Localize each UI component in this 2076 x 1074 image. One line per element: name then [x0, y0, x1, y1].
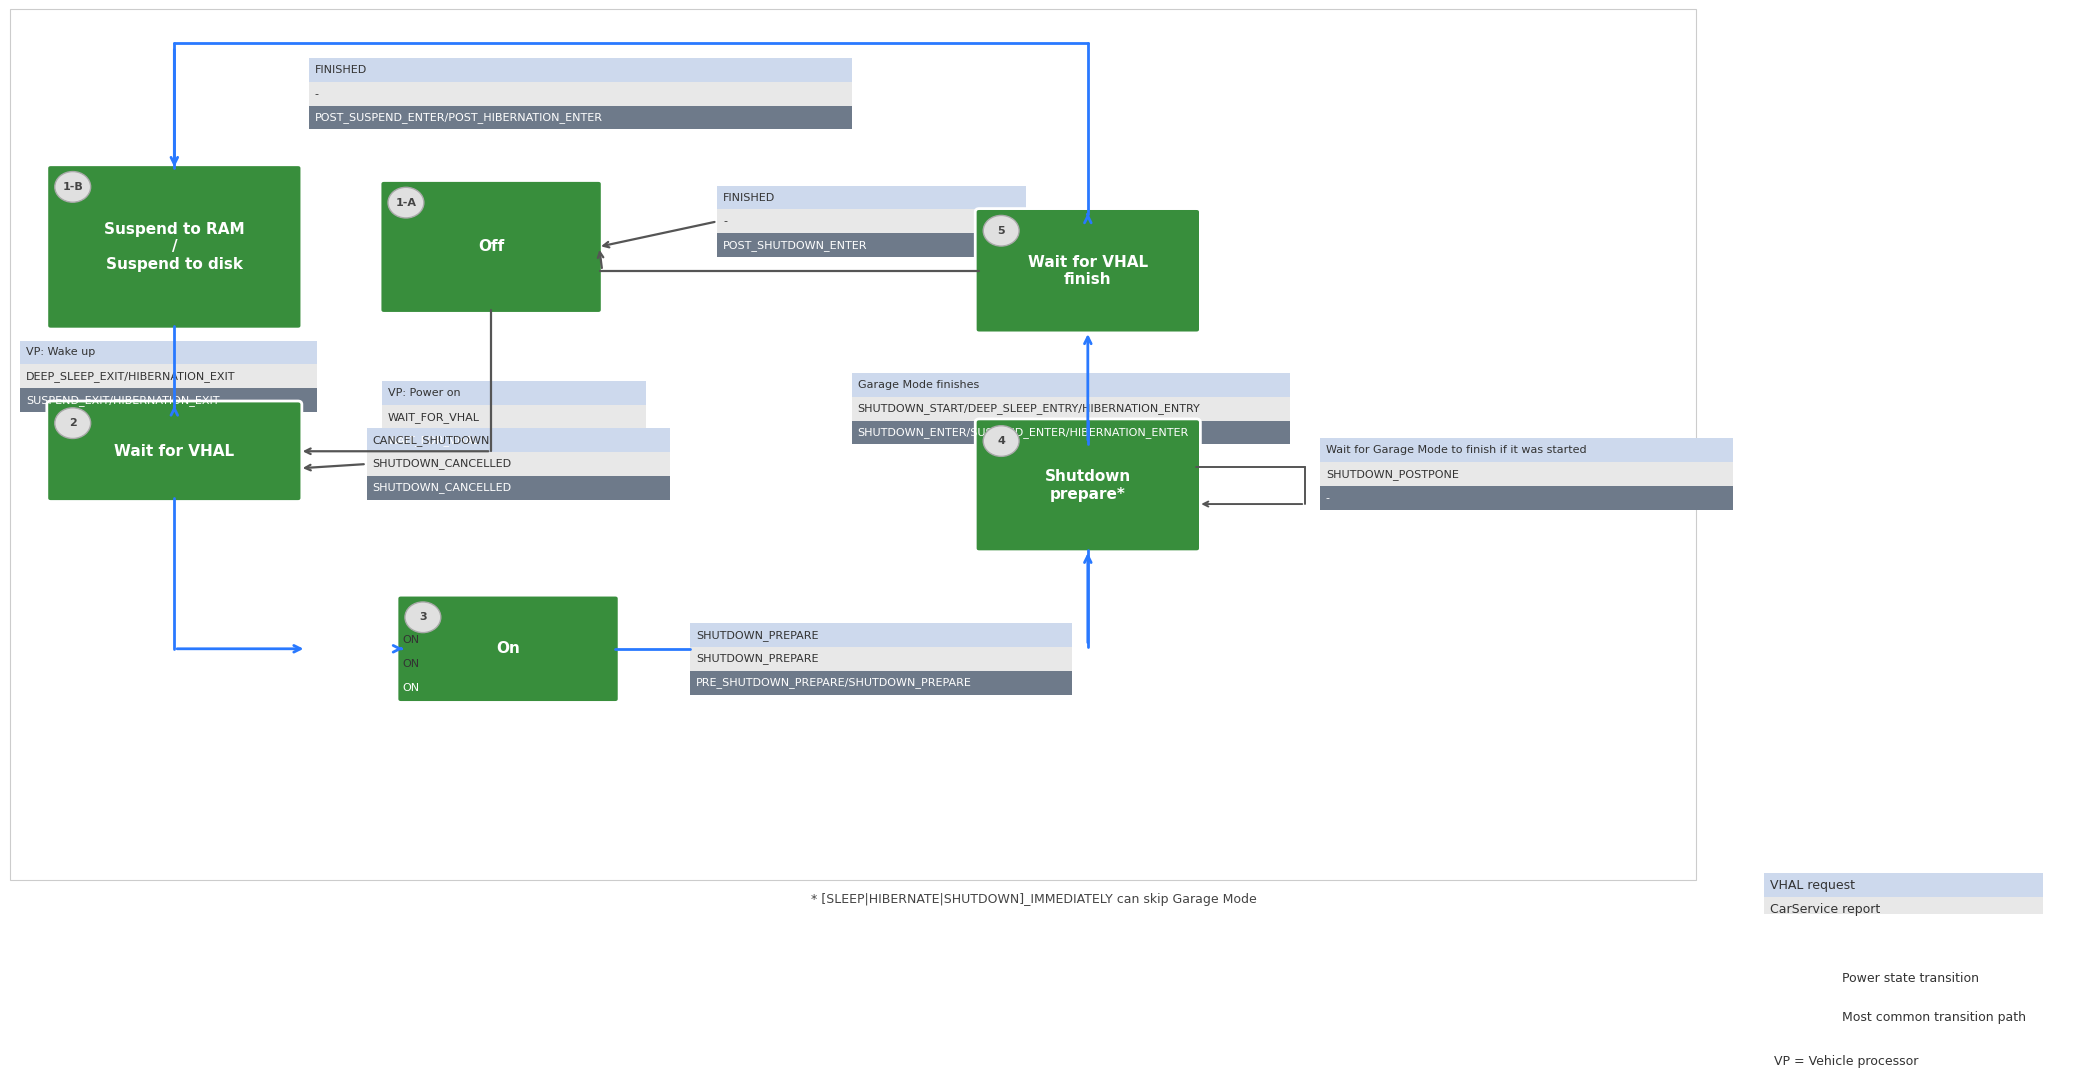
Text: VP: Wake up: VP: Wake up [25, 348, 95, 358]
FancyBboxPatch shape [21, 389, 318, 412]
Text: -: - [722, 216, 727, 227]
Circle shape [984, 216, 1019, 246]
Text: 1-A: 1-A [394, 198, 417, 207]
FancyBboxPatch shape [1320, 462, 1733, 487]
Text: Wait for VHAL
finish: Wait for VHAL finish [1028, 255, 1148, 287]
Circle shape [405, 601, 440, 633]
Text: VHAL request: VHAL request [1771, 879, 1856, 891]
FancyBboxPatch shape [397, 676, 486, 700]
FancyBboxPatch shape [1765, 921, 2043, 945]
FancyBboxPatch shape [1765, 897, 2043, 921]
Text: CarService report: CarService report [1771, 902, 1881, 915]
FancyBboxPatch shape [21, 364, 318, 389]
FancyBboxPatch shape [48, 164, 301, 329]
FancyBboxPatch shape [309, 105, 851, 130]
Text: FINISHED: FINISHED [722, 192, 776, 203]
Text: Notification to apps: Notification to apps [1771, 927, 1893, 940]
Text: DEEP_SLEEP_EXIT/HIBERNATION_EXIT: DEEP_SLEEP_EXIT/HIBERNATION_EXIT [25, 371, 235, 381]
Text: -: - [1327, 493, 1331, 503]
Text: SHUTDOWN_POSTPONE: SHUTDOWN_POSTPONE [1327, 468, 1459, 480]
FancyBboxPatch shape [851, 396, 1289, 421]
FancyBboxPatch shape [21, 340, 318, 364]
Text: POST_SUSPEND_ENTER/POST_HIBERNATION_ENTER: POST_SUSPEND_ENTER/POST_HIBERNATION_ENTE… [316, 112, 602, 122]
FancyBboxPatch shape [382, 430, 646, 453]
Text: SUSPEND_EXIT/HIBERNATION_EXIT: SUSPEND_EXIT/HIBERNATION_EXIT [25, 395, 220, 406]
Text: Power state transition: Power state transition [1841, 972, 1978, 985]
FancyBboxPatch shape [380, 180, 602, 314]
FancyBboxPatch shape [716, 209, 1026, 233]
FancyBboxPatch shape [397, 628, 486, 652]
Text: Shutdown
prepare*: Shutdown prepare* [1044, 469, 1131, 502]
Text: CANCEL_SHUTDOWN: CANCEL_SHUTDOWN [372, 435, 490, 446]
Text: ON: ON [403, 659, 419, 669]
Text: -: - [316, 89, 320, 99]
Text: WAIT_FOR_VHAL: WAIT_FOR_VHAL [388, 411, 480, 423]
FancyBboxPatch shape [851, 421, 1289, 445]
Text: WAIT_FOR_VHAL: WAIT_FOR_VHAL [388, 436, 480, 447]
FancyBboxPatch shape [691, 671, 1071, 695]
FancyBboxPatch shape [976, 208, 1200, 333]
FancyBboxPatch shape [691, 648, 1071, 671]
Text: Wait for Garage Mode to finish if it was started: Wait for Garage Mode to finish if it was… [1327, 446, 1586, 455]
Text: ON: ON [403, 636, 419, 645]
Circle shape [54, 408, 91, 438]
Text: SHUTDOWN_PREPARE: SHUTDOWN_PREPARE [695, 629, 818, 640]
Text: FINISHED: FINISHED [316, 64, 367, 75]
Circle shape [984, 425, 1019, 456]
FancyBboxPatch shape [1765, 873, 2043, 897]
Text: SHUTDOWN_PREPARE: SHUTDOWN_PREPARE [695, 654, 818, 665]
Text: On: On [496, 641, 519, 656]
Text: * [SLEEP|HIBERNATE|SHUTDOWN]_IMMEDIATELY can skip Garage Mode: * [SLEEP|HIBERNATE|SHUTDOWN]_IMMEDIATELY… [812, 892, 1256, 905]
Text: Off: Off [477, 240, 504, 255]
Text: SHUTDOWN_CANCELLED: SHUTDOWN_CANCELLED [372, 459, 511, 469]
FancyBboxPatch shape [691, 623, 1071, 648]
Text: ON: ON [403, 683, 419, 693]
Text: Wait for VHAL: Wait for VHAL [114, 444, 235, 459]
FancyBboxPatch shape [382, 381, 646, 405]
Text: SHUTDOWN_ENTER/SUSPEND_ENTER/HIBERNATION_ENTER: SHUTDOWN_ENTER/SUSPEND_ENTER/HIBERNATION… [857, 427, 1190, 438]
FancyBboxPatch shape [851, 373, 1289, 396]
Text: 2: 2 [69, 418, 77, 429]
FancyBboxPatch shape [976, 419, 1200, 552]
FancyBboxPatch shape [309, 58, 851, 82]
Circle shape [388, 187, 424, 218]
Text: SHUTDOWN_START/DEEP_SLEEP_ENTRY/HIBERNATION_ENTRY: SHUTDOWN_START/DEEP_SLEEP_ENTRY/HIBERNAT… [857, 403, 1200, 415]
FancyBboxPatch shape [1320, 487, 1733, 510]
Text: VP = Vehicle processor
VHAL = Vehicle HAL: VP = Vehicle processor VHAL = Vehicle HA… [1775, 1056, 1918, 1074]
FancyBboxPatch shape [367, 429, 671, 452]
FancyBboxPatch shape [309, 82, 851, 105]
FancyBboxPatch shape [397, 595, 619, 702]
FancyBboxPatch shape [716, 186, 1026, 209]
Text: Suspend to RAM
/
Suspend to disk: Suspend to RAM / Suspend to disk [104, 222, 245, 272]
Text: Most common transition path: Most common transition path [1841, 1011, 2026, 1024]
FancyBboxPatch shape [716, 233, 1026, 257]
FancyBboxPatch shape [367, 452, 671, 476]
Text: 3: 3 [419, 612, 428, 622]
FancyBboxPatch shape [397, 652, 486, 676]
Text: SHUTDOWN_CANCELLED: SHUTDOWN_CANCELLED [372, 482, 511, 493]
Circle shape [54, 172, 91, 202]
Text: 1-B: 1-B [62, 182, 83, 192]
Text: 5: 5 [996, 226, 1005, 235]
Text: Garage Mode finishes: Garage Mode finishes [857, 380, 980, 390]
FancyBboxPatch shape [367, 476, 671, 499]
FancyBboxPatch shape [48, 401, 301, 502]
Text: 4: 4 [996, 436, 1005, 446]
Text: PRE_SHUTDOWN_PREPARE/SHUTDOWN_PREPARE: PRE_SHUTDOWN_PREPARE/SHUTDOWN_PREPARE [695, 678, 972, 688]
Text: POST_SHUTDOWN_ENTER: POST_SHUTDOWN_ENTER [722, 240, 868, 250]
FancyBboxPatch shape [382, 405, 646, 430]
Text: VP: Power on: VP: Power on [388, 389, 461, 398]
FancyBboxPatch shape [1320, 438, 1733, 462]
